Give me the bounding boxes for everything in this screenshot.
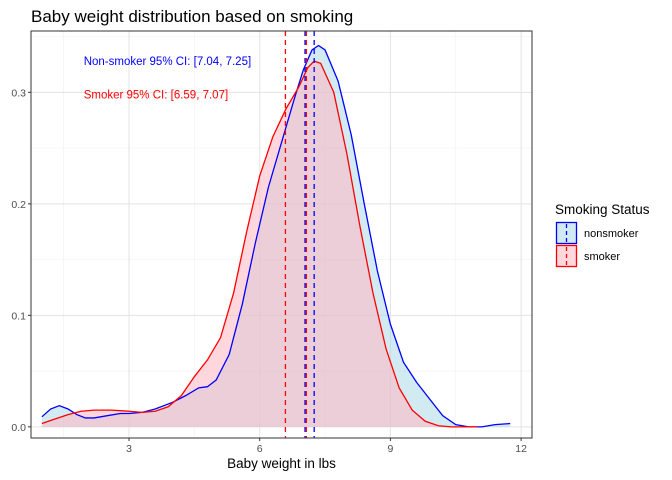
y-tick-label: 0.3 <box>11 87 26 99</box>
x-axis-ticks: 3 6 9 12 <box>126 438 527 455</box>
y-tick-label: 0.0 <box>11 422 26 434</box>
plot-panel: Non-smoker 95% CI: [7.04, 7.25] Smoker 95… <box>30 30 533 439</box>
y-tick-label: 0.1 <box>11 310 26 322</box>
chart-title: Baby weight distribution based on smokin… <box>31 7 353 26</box>
legend: Smoking Status nonsmoker smoker <box>555 202 650 268</box>
x-tick-label: 12 <box>515 443 527 455</box>
y-tick-label: 0.2 <box>11 199 26 211</box>
legend-items: nonsmoker smoker <box>555 221 639 268</box>
density-line-smoker <box>41 60 478 428</box>
x-tick-label: 9 <box>387 443 393 455</box>
legend-label-nonsmoker: nonsmoker <box>584 228 639 240</box>
legend-title: Smoking Status <box>555 202 650 217</box>
x-tick-label: 3 <box>126 443 132 455</box>
panel-border <box>30 30 533 439</box>
ci-annotation: Smoker 95% CI: [6.59, 7.07] <box>84 90 228 102</box>
x-axis-title: Baby weight in lbs <box>227 456 336 471</box>
ci-lines <box>284 31 315 438</box>
legend-item-nonsmoker: nonsmoker <box>555 221 639 245</box>
density-line-nonsmoker <box>41 44 511 428</box>
annotations: Non-smoker 95% CI: [7.04, 7.25] Smoker 95… <box>84 56 251 101</box>
density-area-smoker <box>41 61 478 427</box>
density-areas <box>41 44 511 428</box>
legend-label-smoker: smoker <box>584 251 620 263</box>
x-tick-label: 6 <box>257 443 263 455</box>
ci-annotation: Non-smoker 95% CI: [7.04, 7.25] <box>84 56 251 68</box>
legend-item-smoker: smoker <box>555 244 620 268</box>
y-axis-ticks: 0.0 0.1 0.2 0.3 <box>11 87 31 434</box>
